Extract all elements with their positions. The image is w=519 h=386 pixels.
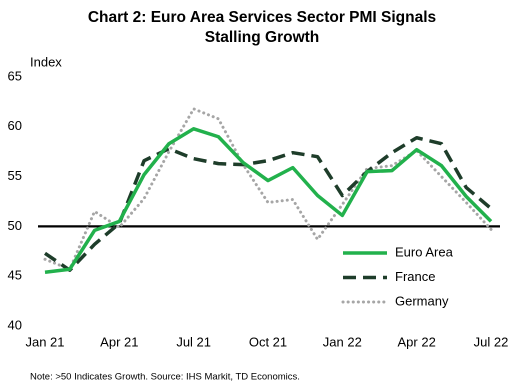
chart-subtitle: Stalling Growth (205, 29, 320, 46)
x-tick-label: Jul 22 (474, 334, 509, 349)
y-tick-label: 45 (8, 268, 22, 283)
x-tick-label: Oct 21 (249, 334, 287, 349)
legend-label: Germany (395, 293, 449, 308)
y-tick-label: 60 (8, 118, 22, 133)
series-line (44, 127, 493, 274)
chart-title: Chart 2: Euro Area Services Sector PMI S… (88, 9, 436, 26)
series-line (44, 136, 493, 272)
y-tick-label: 65 (8, 68, 22, 83)
note: Note: >50 Indicates Growth. Source: IHS … (30, 372, 300, 383)
y-tick-label: 50 (8, 218, 22, 233)
x-tick-label: Jan 22 (323, 334, 362, 349)
legend-label: Euro Area (395, 244, 454, 259)
y-tick-label: 55 (8, 168, 22, 183)
x-tick-label: Apr 21 (100, 334, 138, 349)
y-axis-label: Index (30, 54, 62, 69)
legend-label: France (395, 269, 435, 284)
x-tick-label: Apr 22 (398, 334, 436, 349)
x-tick-label: Jan 21 (25, 334, 64, 349)
x-tick-label: Jul 21 (176, 334, 211, 349)
y-tick-label: 40 (8, 317, 22, 332)
